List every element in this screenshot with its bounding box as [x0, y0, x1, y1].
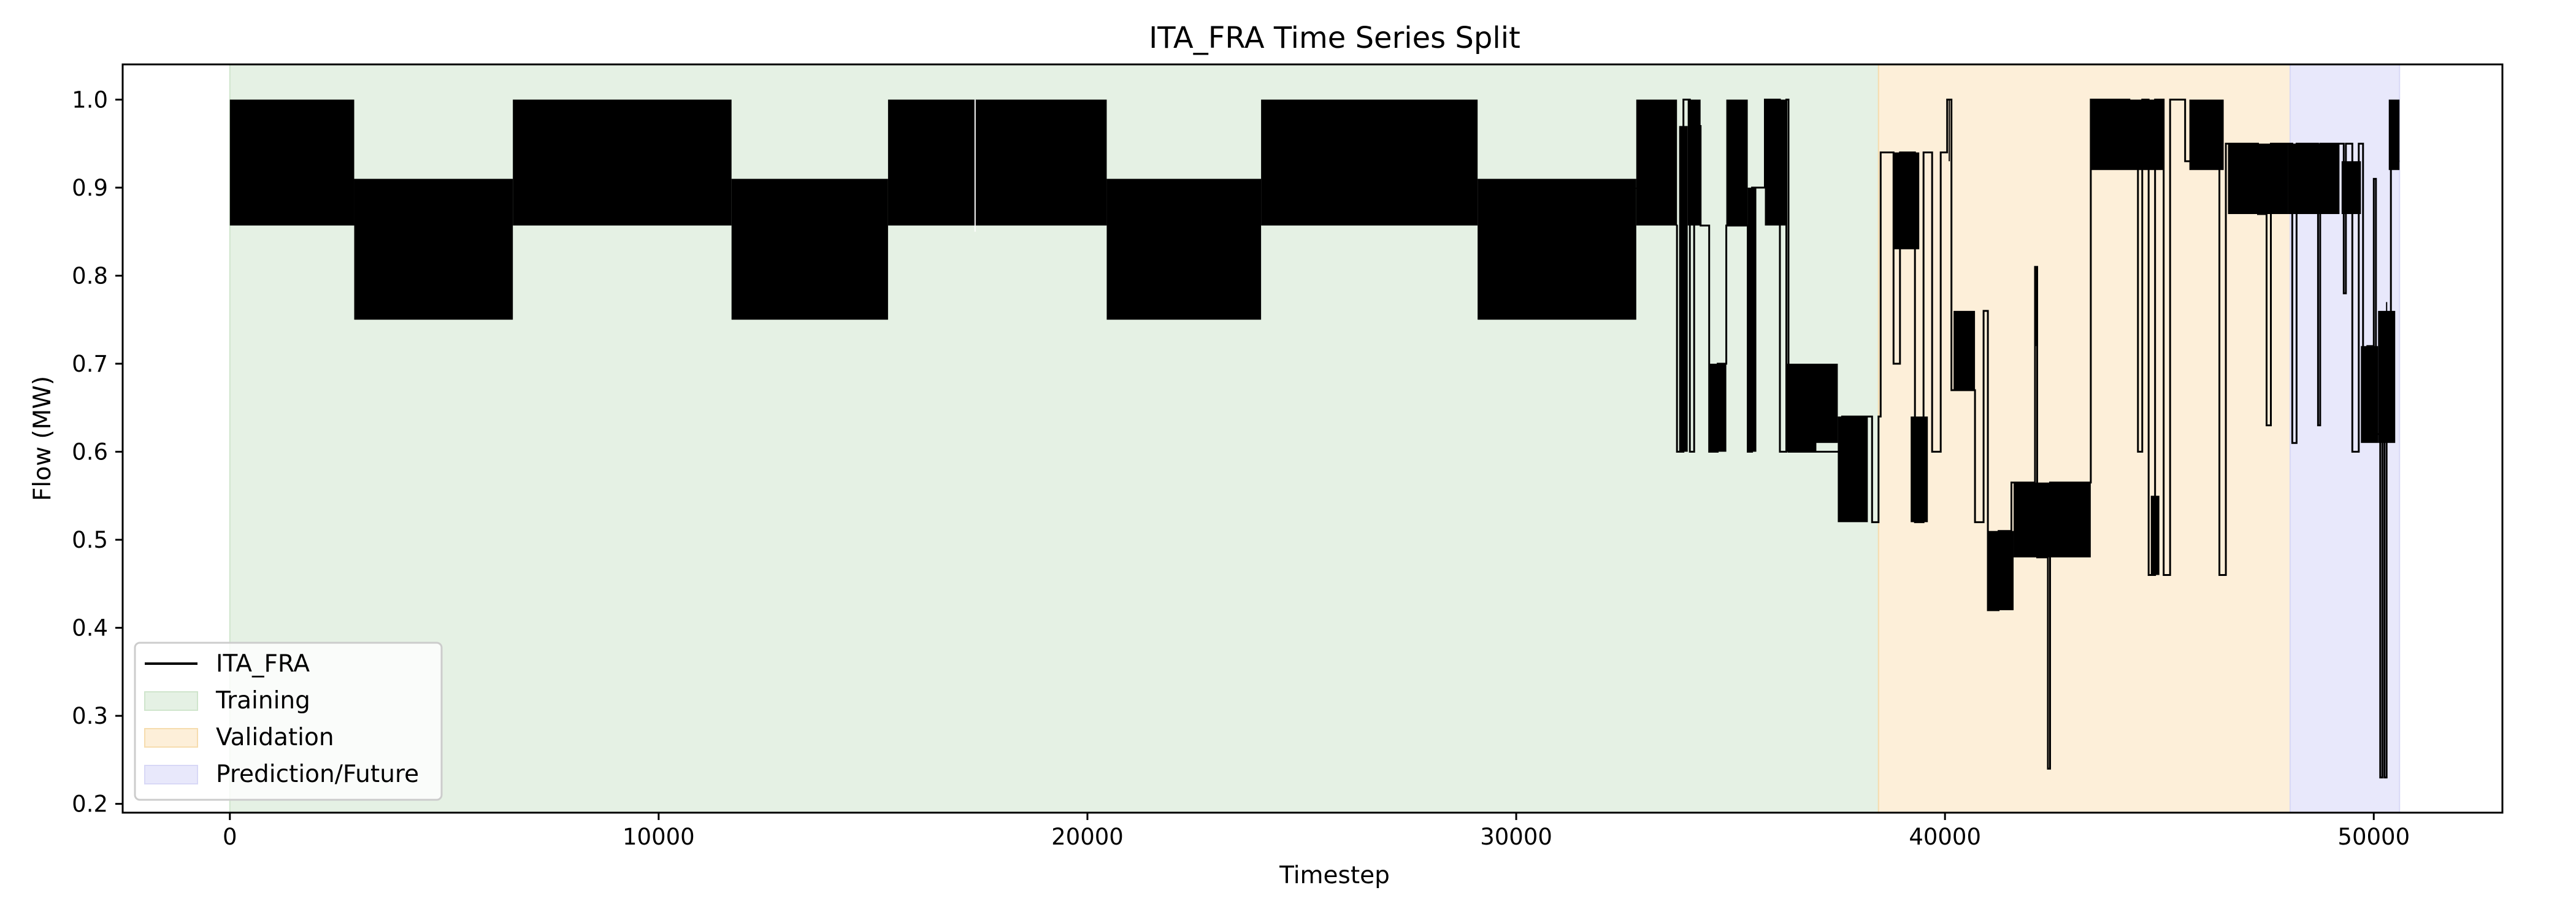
x-tick-label-5: 50000: [2337, 824, 2410, 850]
x-tick-label-0: 0: [223, 824, 237, 850]
legend: ITA_FRA Training Validation Prediction/F…: [134, 642, 443, 801]
y-tick-label-6: 0.8: [72, 263, 108, 289]
series-ita-fra: [229, 98, 2400, 779]
y-tick-label-5: 0.7: [72, 351, 108, 377]
oscillation-band-3: [731, 178, 888, 320]
oscillation-band-27: [2258, 144, 2288, 214]
oscillation-band-20: [1953, 310, 1976, 391]
x-tick-label-2: 20000: [1051, 824, 1124, 850]
legend-box: [134, 642, 443, 801]
oscillation-band-14: [1765, 99, 1787, 226]
legend-label-training: Training: [215, 687, 310, 715]
oscillation-band-12: [1726, 99, 1748, 226]
oscillation-band-4: [887, 99, 1107, 226]
oscillation-band-19: [1911, 416, 1928, 523]
legend-swatch-training: [144, 691, 198, 711]
plot-frame: [121, 63, 2504, 814]
y-tick-label-2: 0.4: [72, 615, 108, 642]
legend-label-validation: Validation: [216, 724, 334, 751]
oscillation-band-16: [1807, 364, 1838, 443]
oscillation-band-22: [2014, 482, 2091, 558]
oscillation-band-29: [2341, 161, 2361, 214]
x-axis-label: Timestep: [1279, 862, 1390, 889]
oscillation-band-21: [1988, 531, 2014, 610]
y-tick-label-7: 0.9: [72, 175, 108, 201]
y-tick-label-0: 0.2: [72, 791, 108, 818]
oscillation-band-1: [354, 178, 513, 320]
oscillation-band-0: [229, 99, 355, 226]
oscillation-band-32: [2388, 99, 2400, 171]
x-tick-label-1: 10000: [623, 824, 695, 850]
y-tick-label-1: 0.3: [72, 703, 108, 729]
y-tick-label-8: 1.0: [72, 86, 108, 113]
legend-label-ita-fra: ITA_FRA: [216, 650, 310, 678]
chart-title: ITA_FRA Time Series Split: [1149, 21, 1520, 55]
y-axis-label: Flow (MW): [29, 376, 56, 501]
oscillation-band-6: [1261, 99, 1478, 226]
legend-swatch-validation: [144, 728, 198, 748]
x-axis: 0 10000 20000 30000 40000 50000: [223, 813, 2410, 850]
oscillation-band-25: [2189, 99, 2224, 171]
oscillation-band-7: [1478, 178, 1636, 320]
oscillation-band-5: [1106, 178, 1262, 320]
legend-swatch-prediction: [144, 765, 198, 784]
x-tick-label-3: 30000: [1480, 824, 1552, 850]
oscillation-band-26: [2228, 144, 2258, 214]
oscillation-band-23: [2090, 99, 2164, 171]
x-tick-label-4: 40000: [1909, 824, 1981, 850]
y-axis: 0.2 0.3 0.4 0.5 0.6 0.7 0.8 0.9 1.0: [72, 86, 123, 818]
y-tick-label-4: 0.6: [72, 439, 108, 466]
oscillation-band-2: [513, 99, 732, 226]
series-line-ita-fra: [1635, 98, 2400, 779]
oscillation-band-8: [1636, 99, 1677, 226]
legend-label-prediction: Prediction/Future: [216, 761, 419, 788]
y-tick-label-3: 0.5: [72, 527, 108, 553]
